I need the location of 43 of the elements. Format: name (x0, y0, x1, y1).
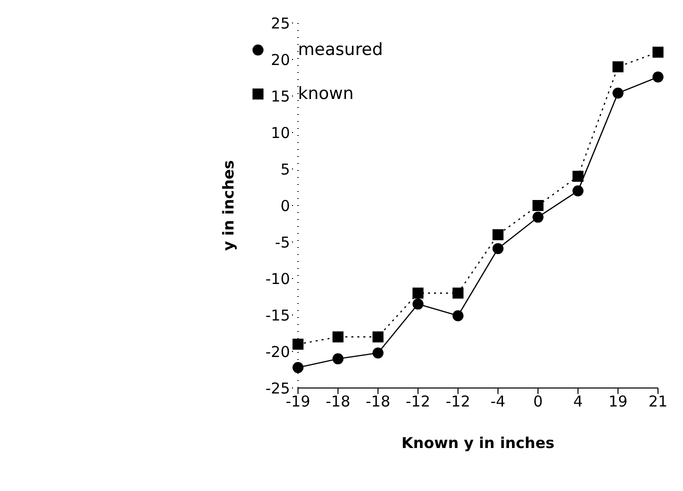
x-tick-label: 21 (648, 392, 668, 411)
point (612, 61, 624, 72)
point (452, 288, 464, 299)
point (412, 288, 424, 299)
y-tick-label: -10 (266, 270, 290, 288)
y-tick-label: 20 (270, 50, 290, 69)
x-tick-label: 4 (573, 392, 583, 411)
point (412, 298, 424, 310)
point (332, 331, 344, 342)
y-tick-label: 10 (270, 124, 290, 142)
point (452, 310, 464, 322)
legend-label: known (298, 84, 354, 104)
x-axis-title: Known y in inches (402, 434, 555, 452)
x-tick-label: 19 (608, 392, 628, 411)
x-tick-label: -18 (366, 392, 390, 411)
point (292, 338, 304, 350)
point (492, 229, 504, 240)
point (372, 347, 384, 358)
point (372, 331, 384, 342)
y-tick-label: -20 (266, 342, 290, 361)
y-tick-label: 15 (270, 87, 290, 106)
point (332, 353, 344, 364)
point (652, 72, 664, 83)
y-tick-label: -15 (266, 306, 290, 324)
y-tick-label: -5 (275, 233, 290, 252)
point (532, 212, 544, 223)
point (652, 46, 664, 58)
x-tick-label: -4 (490, 392, 506, 411)
y-tick-label: 25 (270, 14, 290, 32)
point (492, 243, 504, 254)
point (572, 170, 584, 182)
x-tick-label: -12 (406, 392, 430, 411)
legend-label: measured (298, 40, 383, 60)
point (292, 362, 304, 374)
y-axis-title: y in inches (219, 160, 238, 251)
x-tick-label: -18 (326, 392, 350, 411)
y-tick-label: 0 (280, 196, 290, 215)
x-tick-label: -12 (446, 392, 470, 411)
y-tick-label: 5 (280, 160, 290, 178)
point (572, 185, 584, 196)
point (612, 88, 624, 99)
x-tick-label: 0 (533, 392, 543, 411)
point (532, 200, 544, 211)
